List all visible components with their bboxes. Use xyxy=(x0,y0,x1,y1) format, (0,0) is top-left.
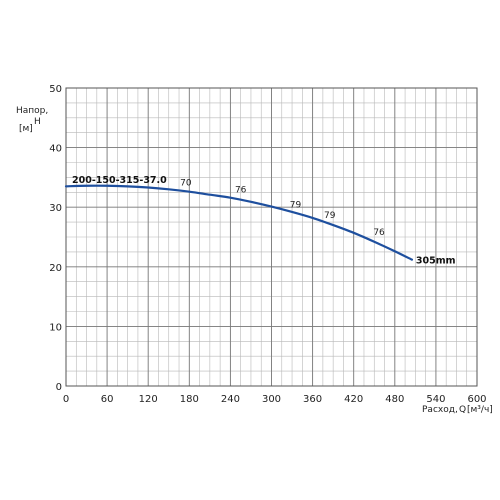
labels-layer: 305mm 70 76 79 79 76 xyxy=(180,178,456,266)
efficiency-label: 79 xyxy=(324,211,336,221)
x-tick-label: 540 xyxy=(426,394,445,405)
y-axis-title: Напор, xyxy=(16,106,48,116)
series-line-305mm xyxy=(64,184,414,261)
axes: 0 60 120 180 240 300 360 420 480 540 600 0 10 20 30 40 5… xyxy=(49,84,486,405)
y-axis-unit: [м] xyxy=(19,124,33,134)
x-tick-label: 240 xyxy=(221,394,240,405)
y-tick-label: 40 xyxy=(49,144,62,155)
x-tick-label: 420 xyxy=(344,394,363,405)
grid xyxy=(65,87,478,387)
x-tick-label: 600 xyxy=(467,394,486,405)
efficiency-label: 76 xyxy=(235,185,247,195)
y-tick-label: 50 xyxy=(49,84,62,95)
y-tick-label: 0 xyxy=(56,382,62,393)
x-axis-variable: Q xyxy=(459,405,466,415)
x-tick-label: 480 xyxy=(385,394,404,405)
efficiency-label: 70 xyxy=(180,178,192,188)
x-axis-title: Расход, xyxy=(422,405,458,415)
efficiency-label: 76 xyxy=(373,228,385,238)
x-tick-label: 300 xyxy=(262,394,281,405)
plot-frame xyxy=(65,87,478,387)
series-label-305mm: 305mm xyxy=(416,256,456,267)
y-tick-label: 30 xyxy=(49,203,62,214)
pump-model-label: 200-150-315-37.0 xyxy=(72,175,167,186)
y-tick-label: 10 xyxy=(49,322,62,333)
x-tick-label: 120 xyxy=(139,394,158,405)
efficiency-label: 79 xyxy=(290,200,302,210)
x-axis-unit: [м³/ч] xyxy=(467,405,493,415)
series-layer xyxy=(64,184,414,261)
x-tick-label: 0 xyxy=(63,394,69,405)
x-tick-label: 360 xyxy=(303,394,322,405)
y-axis-variable: H xyxy=(34,117,41,127)
y-tick-label: 20 xyxy=(49,263,62,274)
x-tick-label: 60 xyxy=(101,394,114,405)
x-tick-label: 180 xyxy=(180,394,199,405)
